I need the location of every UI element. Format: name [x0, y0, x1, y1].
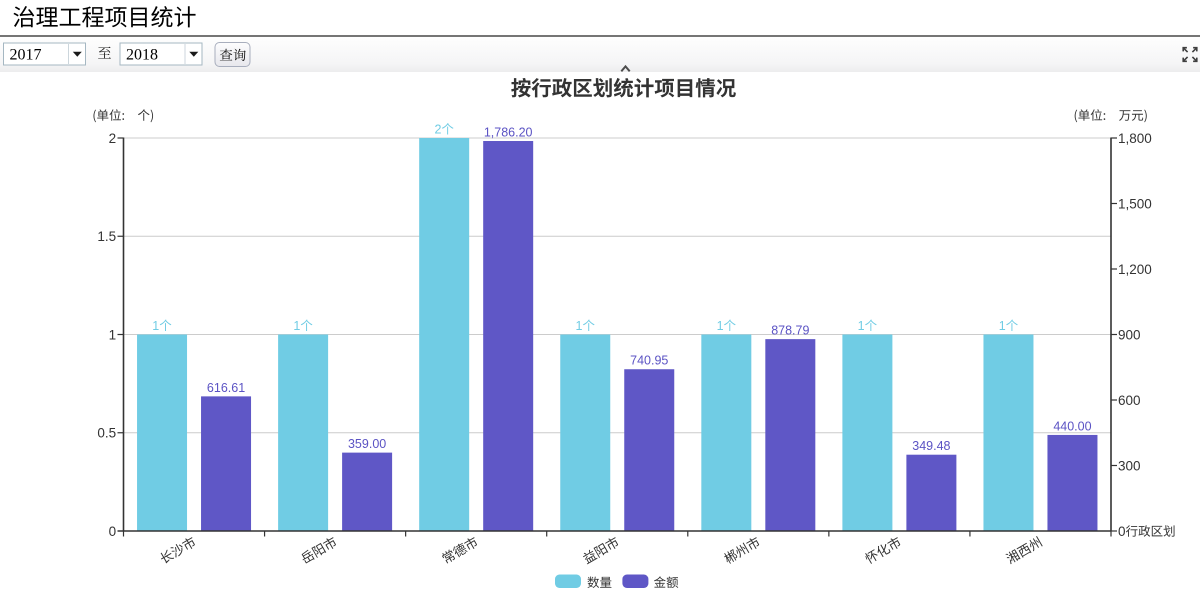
- svg-text:359.00: 359.00: [348, 437, 386, 451]
- svg-text:2018: 2018: [126, 47, 158, 64]
- svg-text:1,800: 1,800: [1118, 131, 1152, 146]
- svg-text:2017: 2017: [10, 47, 42, 64]
- svg-text:1: 1: [293, 319, 300, 333]
- svg-text:740.95: 740.95: [630, 354, 668, 368]
- svg-text:1: 1: [858, 319, 865, 333]
- svg-text:0: 0: [1118, 524, 1126, 539]
- svg-text:440.00: 440.00: [1053, 419, 1091, 433]
- svg-text:900: 900: [1118, 327, 1141, 342]
- svg-text:1: 1: [999, 319, 1006, 333]
- svg-text:1: 1: [109, 327, 117, 342]
- svg-text:1: 1: [717, 319, 724, 333]
- svg-text:0: 0: [109, 524, 117, 539]
- svg-text:1,200: 1,200: [1118, 262, 1152, 277]
- svg-text:1,786.20: 1,786.20: [484, 125, 533, 139]
- svg-text:878.79: 878.79: [771, 324, 809, 338]
- svg-text:2: 2: [434, 123, 441, 137]
- svg-text:349.48: 349.48: [912, 439, 950, 453]
- svg-text:1: 1: [152, 319, 159, 333]
- svg-text:2: 2: [109, 131, 117, 146]
- svg-text:300: 300: [1118, 458, 1141, 473]
- svg-text:616.61: 616.61: [207, 381, 245, 395]
- svg-text:600: 600: [1118, 393, 1141, 408]
- svg-text:0.5: 0.5: [97, 426, 116, 441]
- svg-text:1,500: 1,500: [1118, 196, 1152, 211]
- svg-text:1: 1: [576, 319, 583, 333]
- svg-text:1.5: 1.5: [97, 229, 116, 244]
